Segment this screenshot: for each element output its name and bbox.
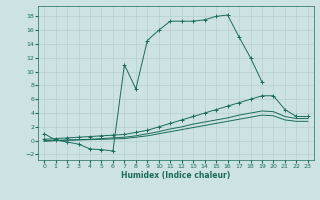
X-axis label: Humidex (Indice chaleur): Humidex (Indice chaleur) [121,171,231,180]
